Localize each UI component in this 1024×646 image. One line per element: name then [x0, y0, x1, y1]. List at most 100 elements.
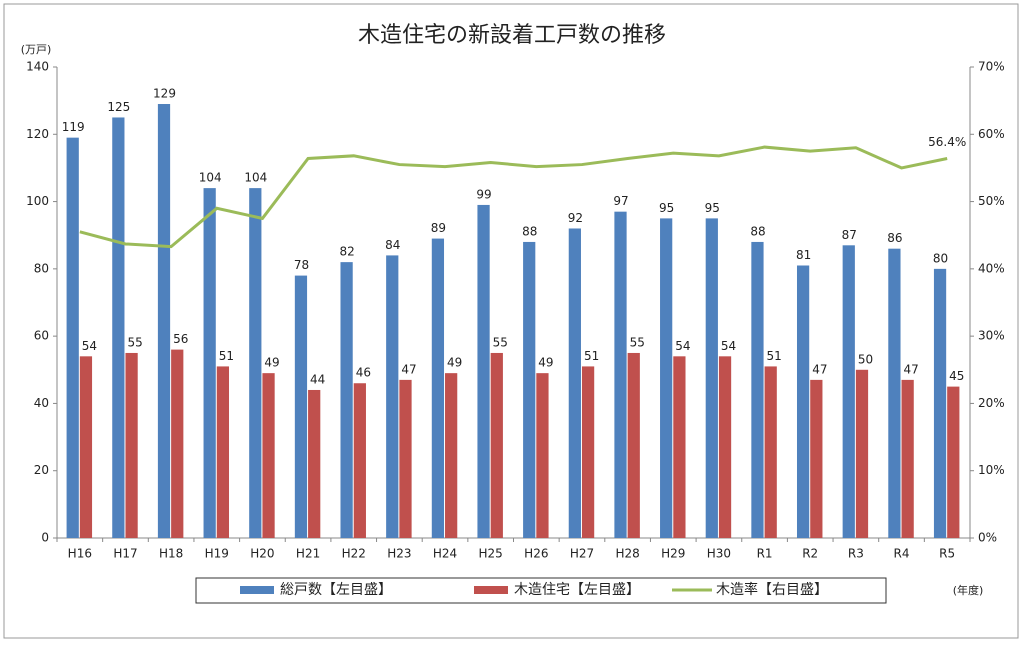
- legend-box: [195, 577, 887, 604]
- bar: [673, 356, 686, 538]
- bar-value-label: 87: [842, 228, 857, 242]
- x-tick-label: H27: [570, 547, 594, 561]
- x-tick-label: H25: [479, 547, 503, 561]
- bar-value-label: 54: [721, 339, 736, 353]
- bar: [216, 366, 230, 538]
- bar-value-label: 82: [339, 245, 354, 259]
- bar: [614, 211, 627, 538]
- line-series: [79, 145, 948, 249]
- bar-value-label: 54: [675, 339, 690, 353]
- bar-value-label: 119: [62, 120, 85, 134]
- bar: [79, 356, 93, 538]
- y-tick-label: 20: [34, 463, 49, 477]
- bar: [445, 373, 458, 538]
- bar: [842, 245, 855, 539]
- bar: [340, 262, 353, 538]
- x-tick-label: H23: [387, 547, 411, 561]
- chart-title: 木造住宅の新設着工戸数の推移: [358, 23, 666, 48]
- bar-value-label: 84: [385, 238, 400, 252]
- bar-value-label: 80: [933, 251, 948, 265]
- x-tick-label: R4: [894, 547, 910, 561]
- bar-value-label: 95: [705, 201, 720, 215]
- bar-value-label: 92: [568, 211, 583, 225]
- x-tick-label: R2: [802, 547, 818, 561]
- bar: [568, 228, 581, 538]
- bar-value-label: 51: [219, 349, 234, 363]
- bar: [581, 366, 595, 538]
- y2-tick-label: 40%: [978, 261, 1005, 275]
- bar-value-label: 54: [82, 339, 97, 353]
- x-tick-label: H28: [615, 547, 639, 561]
- bar: [353, 383, 366, 538]
- x-tick-label: H16: [68, 547, 92, 561]
- legend-swatch: [474, 586, 508, 594]
- bar: [112, 117, 125, 538]
- bar-value-label: 88: [750, 224, 765, 238]
- bar: [764, 366, 777, 538]
- bar-value-label: 50: [858, 352, 873, 366]
- bar-value-label: 45: [949, 369, 964, 383]
- x-tick-label: H29: [661, 547, 685, 561]
- bar-value-label: 56: [173, 332, 188, 346]
- bar: [627, 352, 640, 538]
- line-value-label: 56.4%: [928, 135, 966, 149]
- bar: [308, 389, 321, 538]
- bar-value-label: 44: [310, 372, 325, 386]
- x-unit: (年度): [953, 583, 984, 597]
- bar: [66, 137, 79, 538]
- bar-value-label: 97: [613, 194, 628, 208]
- x-tick-label: H20: [250, 547, 274, 561]
- bar-value-label: 47: [401, 362, 416, 376]
- bar-value-label: 49: [447, 356, 462, 370]
- bar: [431, 238, 445, 539]
- legend-label: 木造率【右目盛】: [716, 581, 828, 598]
- bar: [718, 356, 732, 538]
- y2-tick-label: 70%: [978, 60, 1005, 74]
- bar-value-label: 95: [659, 201, 674, 215]
- x-tick-label: H26: [524, 547, 548, 561]
- bar-value-label: 78: [294, 258, 309, 272]
- bar: [125, 352, 138, 538]
- bar: [947, 386, 960, 538]
- y-tick-label: 140: [26, 60, 49, 74]
- bar-value-label: 104: [244, 171, 267, 185]
- bar: [157, 104, 171, 538]
- y-tick-label: 60: [34, 329, 49, 343]
- bar: [751, 241, 764, 538]
- bar: [386, 255, 399, 538]
- x-tick-label: R1: [757, 547, 773, 561]
- bar: [399, 379, 412, 538]
- y-tick-label: 100: [26, 194, 49, 208]
- bar: [203, 188, 216, 538]
- bar: [933, 268, 947, 538]
- x-tick-label: H30: [707, 547, 731, 561]
- bar-value-label: 89: [431, 221, 446, 235]
- bar-value-label: 55: [493, 335, 508, 349]
- bar: [490, 352, 503, 538]
- x-tick-label: H22: [342, 547, 366, 561]
- bar: [262, 373, 275, 538]
- bar: [477, 204, 490, 538]
- y-unit: (万戸): [21, 43, 52, 56]
- y2-tick-label: 20%: [978, 396, 1005, 410]
- bar-value-label: 49: [264, 356, 279, 370]
- y-tick-label: 0: [41, 531, 49, 545]
- bar: [888, 248, 901, 538]
- y-tick-label: 40: [34, 396, 49, 410]
- y-tick-label: 120: [26, 127, 49, 141]
- bar-value-label: 88: [522, 224, 537, 238]
- bar-value-label: 55: [630, 335, 645, 349]
- y2-tick-label: 60%: [978, 127, 1005, 141]
- x-tick-label: H18: [159, 547, 183, 561]
- legend-swatch: [240, 586, 274, 594]
- chart-frame: [3, 3, 1019, 639]
- bar-value-label: 86: [887, 231, 902, 245]
- legend-label: 総戸数【左目盛】: [280, 582, 392, 598]
- y2-tick-label: 0%: [978, 531, 997, 545]
- x-tick-label: R3: [848, 547, 864, 561]
- y2-tick-label: 10%: [978, 463, 1005, 477]
- x-tick-label: R5: [939, 547, 955, 561]
- bar: [810, 379, 823, 538]
- bar: [796, 265, 810, 538]
- y2-tick-label: 30%: [978, 329, 1005, 343]
